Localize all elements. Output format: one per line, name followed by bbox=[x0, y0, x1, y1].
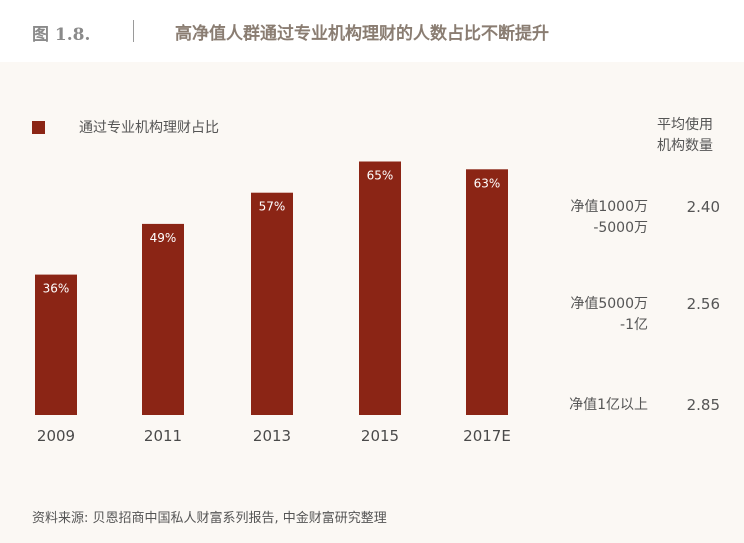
bar-value-label: 36% bbox=[43, 282, 70, 296]
side-header-line1: 平均使用 bbox=[657, 117, 713, 133]
side-row-value: 2.40 bbox=[686, 198, 720, 216]
side-row-category: 净值1亿以上 bbox=[569, 395, 648, 416]
bar bbox=[251, 192, 293, 415]
chart-title: 高净值人群通过专业机构理财的人数占比不断提升 bbox=[175, 24, 549, 44]
x-tick-label: 2013 bbox=[253, 427, 291, 445]
bar-value-label: 63% bbox=[474, 176, 501, 190]
legend-swatch bbox=[32, 120, 45, 134]
side-row-category-line2: -1亿 bbox=[620, 317, 648, 333]
side-table-row: 净值5000万 -1亿 2.56 bbox=[0, 294, 744, 334]
bar-value-label: 49% bbox=[150, 231, 177, 245]
side-table-header: 平均使用 机构数量 bbox=[640, 115, 730, 157]
side-table-row: 净值1000万 -5000万 2.40 bbox=[0, 197, 744, 237]
legend: 通过专业机构理财占比 bbox=[32, 119, 219, 136]
side-row-category-line1: 净值1000万 bbox=[570, 199, 648, 215]
bar bbox=[35, 274, 77, 415]
side-row-category: 净值1000万 -5000万 bbox=[570, 197, 648, 239]
x-tick-label: 2017E bbox=[463, 427, 511, 445]
side-header-line2: 机构数量 bbox=[657, 138, 713, 154]
figure-number: 图 1.8. bbox=[32, 25, 91, 45]
source-note: 资料来源: 贝恩招商中国私人财富系列报告, 中金财富研究整理 bbox=[32, 511, 387, 526]
side-row-category-line2: -5000万 bbox=[593, 220, 648, 236]
bar bbox=[142, 223, 184, 415]
side-row-category-line1: 净值5000万 bbox=[570, 296, 648, 312]
figure-header: 图 1.8. 高净值人群通过专业机构理财的人数占比不断提升 bbox=[0, 0, 744, 62]
side-row-value: 2.85 bbox=[686, 396, 720, 414]
bar-value-label: 57% bbox=[259, 200, 286, 214]
bar-value-label: 65% bbox=[367, 169, 394, 183]
bar bbox=[359, 161, 401, 415]
side-table-row: 净值1亿以上 2.85 bbox=[0, 395, 744, 435]
legend-label: 通过专业机构理财占比 bbox=[79, 120, 219, 136]
side-row-category-line1: 净值1亿以上 bbox=[569, 397, 648, 413]
x-tick-label: 2009 bbox=[37, 427, 75, 445]
x-tick-label: 2011 bbox=[144, 427, 182, 445]
x-tick-label: 2015 bbox=[361, 427, 399, 445]
side-row-category: 净值5000万 -1亿 bbox=[570, 294, 648, 336]
side-row-value: 2.56 bbox=[686, 295, 720, 313]
header-divider bbox=[133, 20, 134, 42]
bar bbox=[466, 169, 508, 415]
